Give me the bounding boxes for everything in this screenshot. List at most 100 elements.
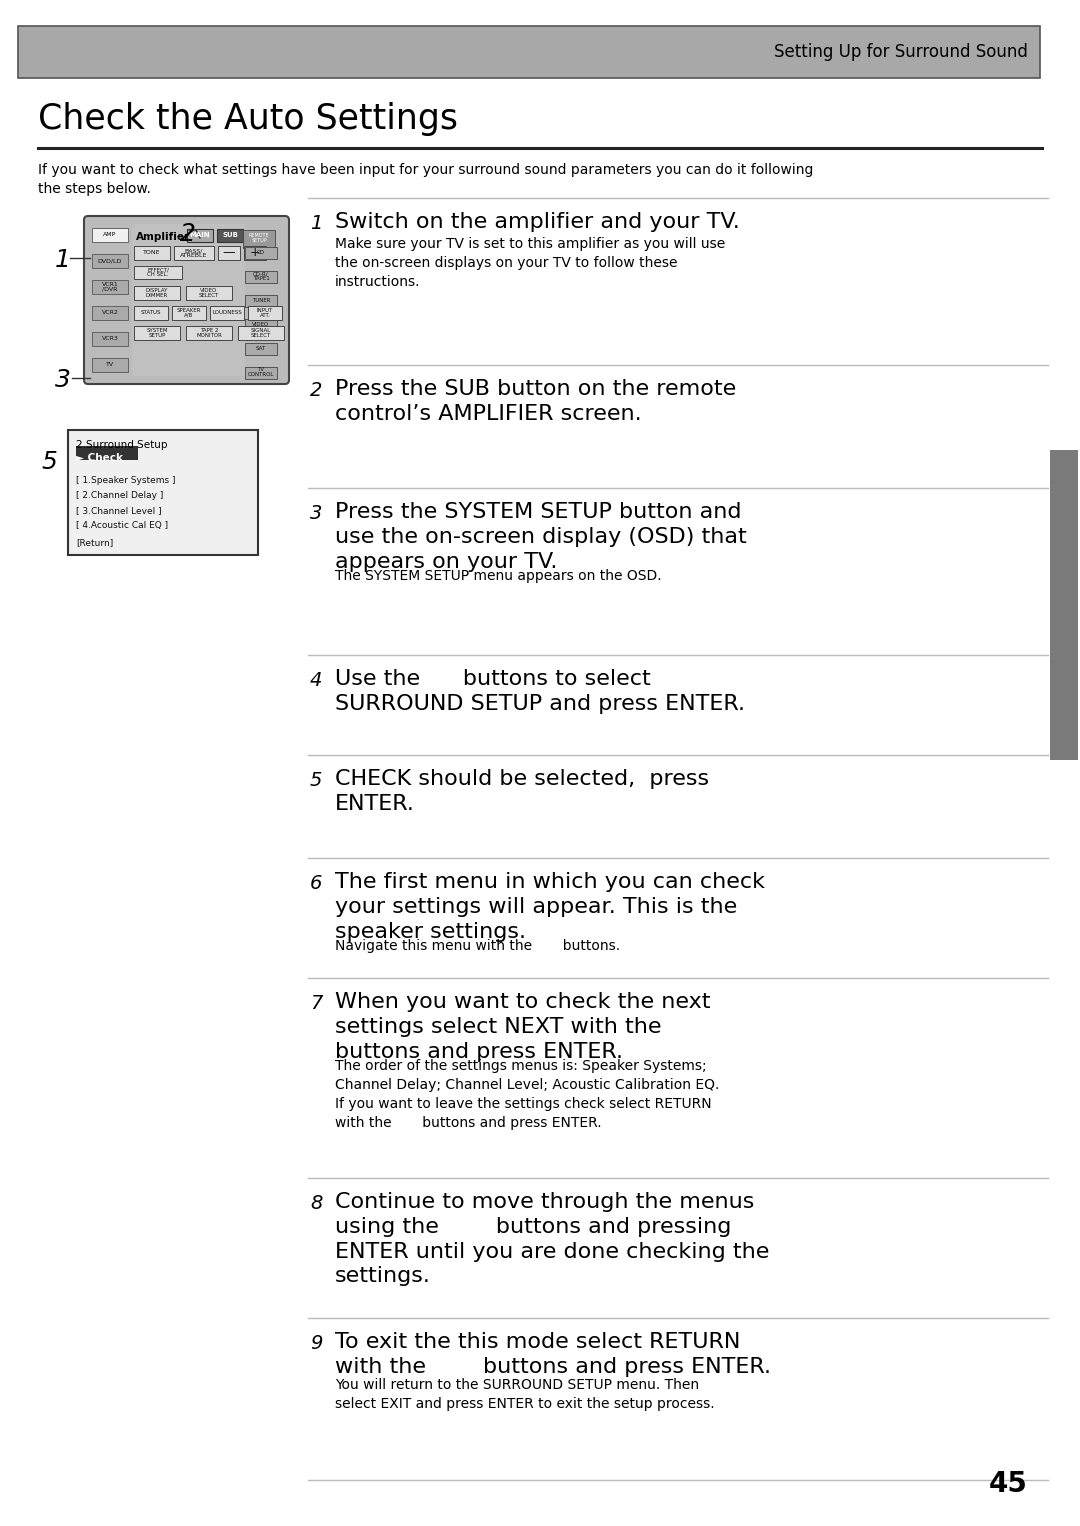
Text: —: — bbox=[222, 247, 235, 259]
Text: You will return to the SURROUND SETUP menu. Then
select EXIT and press ENTER to : You will return to the SURROUND SETUP me… bbox=[335, 1378, 715, 1412]
Bar bbox=[244, 246, 266, 259]
Text: SAT: SAT bbox=[256, 345, 266, 351]
Text: Press the SUB button on the remote
control’s AMPLIFIER screen.: Press the SUB button on the remote contr… bbox=[335, 378, 737, 424]
FancyBboxPatch shape bbox=[18, 26, 1040, 78]
Text: +: + bbox=[249, 247, 260, 259]
Text: 1: 1 bbox=[55, 249, 71, 272]
Bar bbox=[238, 327, 284, 340]
Text: AMP: AMP bbox=[104, 232, 117, 238]
Text: 2: 2 bbox=[310, 382, 322, 400]
Bar bbox=[248, 307, 282, 320]
Bar bbox=[210, 307, 244, 320]
Text: Setting Up for Surround Sound: Setting Up for Surround Sound bbox=[774, 43, 1028, 61]
Text: To exit the this mode select RETURN
with the        buttons and press ENTER.: To exit the this mode select RETURN with… bbox=[335, 1332, 771, 1376]
Text: Make sure your TV is set to this amplifier as you will use
the on-screen display: Make sure your TV is set to this amplifi… bbox=[335, 237, 726, 288]
Text: INPUT
ATT.: INPUT ATT. bbox=[257, 308, 273, 317]
Bar bbox=[76, 446, 138, 459]
Text: When you want to check the next
settings select NEXT with the
buttons and press : When you want to check the next settings… bbox=[335, 992, 711, 1062]
Bar bbox=[172, 307, 206, 320]
Text: DVD/LD: DVD/LD bbox=[98, 258, 122, 264]
Text: TAPE 2
MONITOR: TAPE 2 MONITOR bbox=[197, 328, 221, 337]
Text: Continue to move through the menus
using the        buttons and pressing
ENTER u: Continue to move through the menus using… bbox=[335, 1192, 769, 1286]
Text: Switch on the amplifier and your TV.: Switch on the amplifier and your TV. bbox=[335, 212, 740, 232]
Bar bbox=[186, 327, 232, 340]
Bar bbox=[245, 343, 276, 356]
Text: 45: 45 bbox=[989, 1470, 1028, 1499]
Text: ► Check: ► Check bbox=[76, 453, 123, 462]
Bar bbox=[218, 246, 240, 259]
Bar bbox=[134, 285, 180, 301]
Text: REMOTE
SETUP: REMOTE SETUP bbox=[248, 233, 269, 243]
Bar bbox=[186, 285, 232, 301]
Text: SPEAKER
A/B: SPEAKER A/B bbox=[177, 308, 201, 317]
Text: Check the Auto Settings: Check the Auto Settings bbox=[38, 102, 458, 136]
Text: VCR2: VCR2 bbox=[102, 310, 119, 316]
Bar bbox=[245, 366, 276, 378]
Text: 8: 8 bbox=[310, 1193, 322, 1213]
Bar bbox=[92, 227, 129, 243]
Bar bbox=[1050, 450, 1078, 760]
Text: Navigate this menu with the       buttons.: Navigate this menu with the buttons. bbox=[335, 938, 620, 954]
Text: [ 1.Speaker Systems ]: [ 1.Speaker Systems ] bbox=[76, 476, 175, 485]
Text: SIGNAL
SELECT: SIGNAL SELECT bbox=[251, 328, 271, 337]
Bar bbox=[174, 246, 214, 259]
Bar bbox=[134, 307, 168, 320]
Text: TONE: TONE bbox=[144, 250, 161, 255]
Bar bbox=[92, 359, 129, 372]
Text: [ 2.Channel Delay ]: [ 2.Channel Delay ] bbox=[76, 491, 163, 501]
Text: VIDEO: VIDEO bbox=[253, 322, 270, 327]
Text: The order of the settings menus is: Speaker Systems;
Channel Delay; Channel Leve: The order of the settings menus is: Spea… bbox=[335, 1059, 719, 1129]
Bar bbox=[68, 430, 258, 555]
Text: [ 4.Acoustic Cal EQ ]: [ 4.Acoustic Cal EQ ] bbox=[76, 520, 168, 530]
Text: VCR1
/DVR: VCR1 /DVR bbox=[102, 282, 119, 291]
Text: [Return]: [Return] bbox=[76, 539, 113, 546]
Text: SYSTEM
SETUP: SYSTEM SETUP bbox=[146, 328, 167, 337]
Text: 2: 2 bbox=[180, 221, 195, 246]
Bar bbox=[92, 333, 129, 346]
Text: STATUS: STATUS bbox=[140, 310, 161, 316]
Text: TV
CONTROL: TV CONTROL bbox=[247, 368, 274, 377]
Bar bbox=[245, 295, 276, 307]
Text: 1: 1 bbox=[310, 214, 322, 233]
Text: Press the SYSTEM SETUP button and
use the on-screen display (OSD) that
appears o: Press the SYSTEM SETUP button and use th… bbox=[335, 502, 746, 572]
Text: [ 3.Channel Level ]: [ 3.Channel Level ] bbox=[76, 507, 162, 514]
Bar bbox=[134, 266, 183, 279]
Bar bbox=[245, 319, 276, 331]
Bar bbox=[217, 229, 243, 243]
Text: 3: 3 bbox=[55, 368, 71, 392]
Text: 5: 5 bbox=[42, 450, 58, 475]
Text: CHECK should be selected,  press
ENTER.: CHECK should be selected, press ENTER. bbox=[335, 769, 710, 813]
Bar bbox=[92, 279, 129, 295]
Text: 7: 7 bbox=[310, 993, 322, 1013]
Text: VIDEO
SELECT: VIDEO SELECT bbox=[199, 288, 219, 298]
FancyBboxPatch shape bbox=[84, 217, 289, 385]
Text: CD-R/
TAPE1: CD-R/ TAPE1 bbox=[253, 272, 269, 281]
Text: MAIN: MAIN bbox=[190, 232, 211, 238]
Text: 2.Surround Setup: 2.Surround Setup bbox=[76, 439, 167, 450]
Text: LOUDNESS: LOUDNESS bbox=[212, 310, 242, 316]
Bar bbox=[187, 229, 213, 243]
Bar bbox=[134, 327, 180, 340]
Bar bbox=[243, 230, 275, 249]
Bar bbox=[132, 224, 245, 375]
Text: Use the      buttons to select
SURROUND SETUP and press ENTER.: Use the buttons to select SURROUND SETUP… bbox=[335, 668, 745, 714]
Text: EFFECT/
CH SEL.: EFFECT/ CH SEL. bbox=[147, 267, 168, 276]
Text: VCR3: VCR3 bbox=[102, 337, 119, 342]
Text: TUNER: TUNER bbox=[252, 298, 270, 302]
Bar bbox=[92, 307, 129, 320]
Bar bbox=[245, 272, 276, 282]
Text: 3: 3 bbox=[310, 504, 322, 523]
Text: TV: TV bbox=[106, 363, 114, 368]
Bar bbox=[92, 253, 129, 269]
Text: 4: 4 bbox=[310, 671, 322, 690]
Text: DISPLAY
DIMMER: DISPLAY DIMMER bbox=[146, 288, 168, 298]
Text: The first menu in which you can check
your settings will appear. This is the
spe: The first menu in which you can check yo… bbox=[335, 871, 765, 942]
Bar bbox=[134, 246, 170, 259]
Text: 5: 5 bbox=[310, 771, 322, 790]
Text: 9: 9 bbox=[310, 1334, 322, 1354]
Text: CD: CD bbox=[257, 249, 265, 255]
Text: Amplifier: Amplifier bbox=[136, 232, 190, 243]
Text: 6: 6 bbox=[310, 874, 322, 893]
Bar bbox=[245, 247, 276, 259]
Text: If you want to check what settings have been input for your surround sound param: If you want to check what settings have … bbox=[38, 163, 813, 197]
